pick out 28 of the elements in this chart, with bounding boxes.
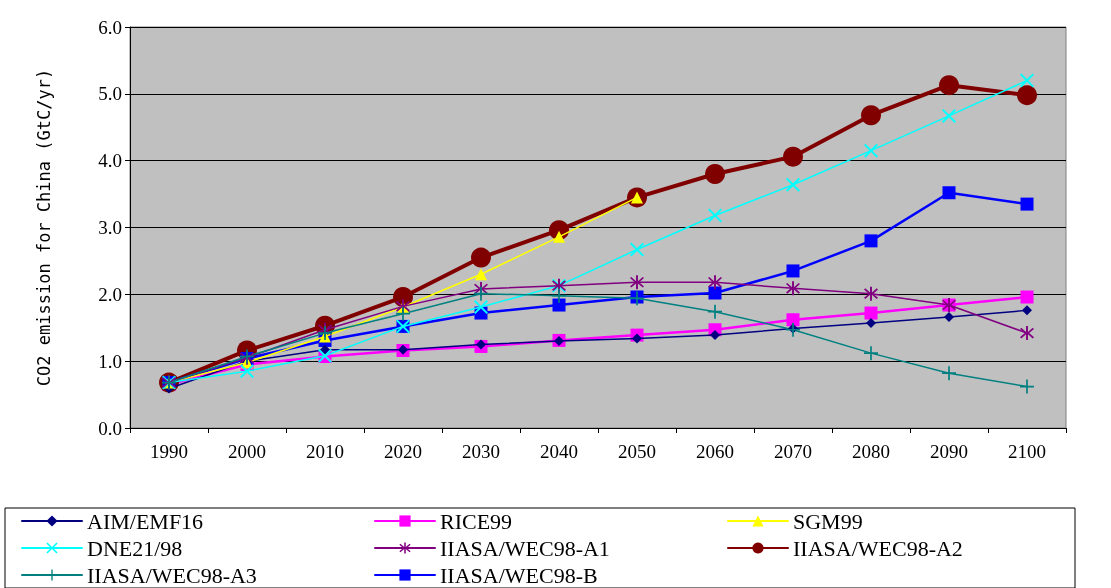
y-tick-label: 4.0	[98, 150, 122, 172]
y-tick-label: 2.0	[98, 283, 122, 305]
x-tick-label: 2000	[228, 441, 266, 462]
y-tick-label: 6.0	[98, 16, 122, 38]
x-tick-label: 2060	[696, 441, 734, 462]
y-tick-label: 5.0	[98, 83, 122, 105]
x-tick-label: 2040	[540, 441, 578, 462]
x-tick-label: 1990	[150, 441, 188, 462]
x-tick-label: 2090	[930, 441, 968, 462]
x-tick-label: 2030	[462, 441, 500, 462]
y-tick-label: 3.0	[98, 217, 122, 238]
x-tick-label: 2080	[852, 441, 890, 462]
x-tick-label: 2050	[618, 441, 656, 462]
y-tick-label: 1.0	[98, 350, 122, 372]
x-tick-label: 2020	[384, 441, 422, 462]
x-tick-label: 2010	[306, 441, 344, 462]
x-tick-label: 2070	[774, 441, 812, 462]
legend-label: IIASA/WEC98-A3	[87, 562, 257, 588]
legend-label: SGM99	[793, 508, 863, 534]
legend-label: IIASA/WEC98-A2	[793, 535, 963, 561]
legend-label: IIASA/WEC98-B	[440, 562, 598, 588]
y-axis-title: CO2 emission for China (GtC/yr)	[33, 68, 54, 387]
x-tick-label: 2100	[1008, 441, 1046, 462]
legend-label: RICE99	[440, 508, 513, 534]
legend-label: IIASA/WEC98-A1	[440, 535, 610, 561]
y-tick-label: 0.0	[98, 417, 122, 439]
legend-label: AIM/EMF16	[87, 508, 204, 534]
legend-label: DNE21/98	[87, 535, 183, 561]
